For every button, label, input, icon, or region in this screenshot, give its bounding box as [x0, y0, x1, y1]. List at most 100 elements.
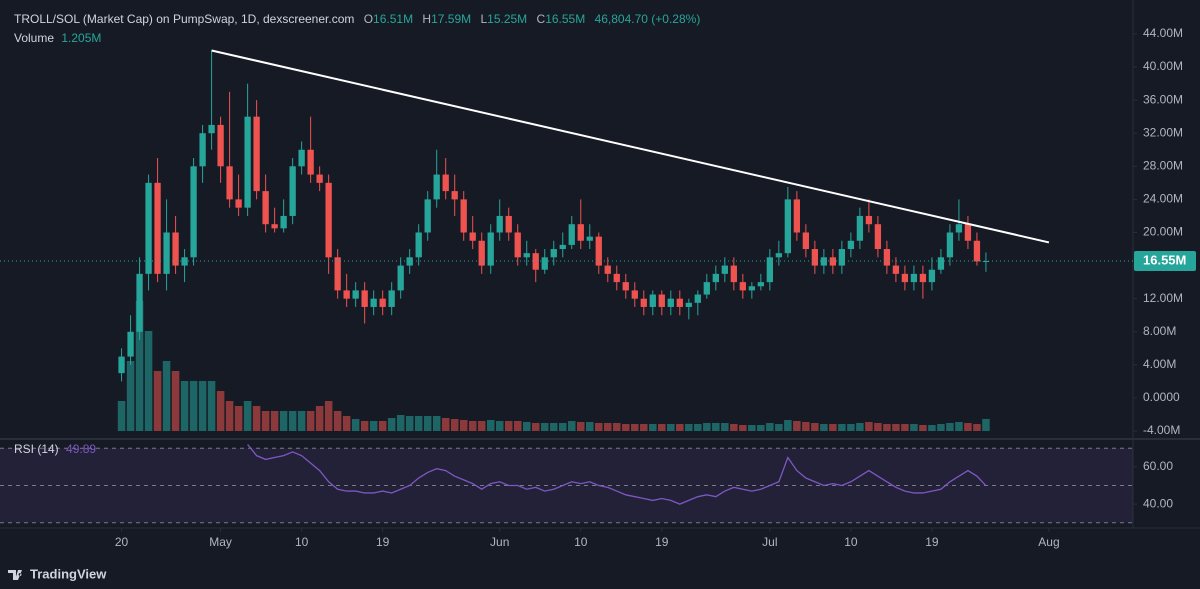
volume-bar: [333, 411, 342, 431]
candle-body: [244, 116, 251, 208]
volume-bar: [468, 421, 477, 431]
x-tick-label: 19: [925, 535, 939, 549]
candle-body: [559, 244, 566, 250]
x-tick-label: 20: [115, 535, 129, 549]
candle-body: [757, 282, 764, 287]
candle-body: [424, 199, 431, 233]
candle-body: [865, 215, 873, 225]
volume-bar: [712, 423, 720, 431]
candle-body: [307, 149, 314, 175]
candle-body: [775, 253, 782, 258]
volume-bar: [982, 418, 990, 431]
volume-bar: [531, 423, 540, 431]
candle-body: [235, 199, 242, 208]
volume-bar: [694, 424, 702, 431]
candle-body: [802, 232, 810, 250]
candle-body: [937, 257, 945, 270]
volume-bar: [351, 419, 360, 431]
y-tick-label: -4.00M: [1143, 423, 1180, 437]
candle-body: [721, 265, 728, 274]
volume-bar: [667, 424, 675, 431]
candle-body: [352, 290, 359, 299]
candle-body: [568, 224, 575, 245]
candle-body: [118, 356, 125, 374]
trendline: [211, 49, 1050, 244]
volume-bar: [126, 361, 135, 431]
volume-bar: [342, 416, 351, 431]
volume-bar: [243, 401, 252, 431]
ohlc-key: L: [480, 12, 488, 26]
y-tick-label: 44.00M: [1143, 26, 1183, 40]
candle-body: [343, 290, 350, 299]
ohlc-value: 16.51M: [373, 12, 414, 26]
candle-body: [874, 224, 882, 250]
volume-bar: [631, 424, 639, 431]
rsi-tick-label: 40.00: [1143, 496, 1173, 510]
candle-body: [793, 199, 801, 233]
candle-body: [487, 232, 494, 266]
candle-body: [442, 174, 449, 192]
candle-body: [325, 182, 332, 258]
volume-bar: [829, 424, 837, 431]
volume-bar: [658, 424, 666, 431]
volume-bar: [387, 418, 396, 431]
volume-bar: [928, 425, 936, 431]
candle-body: [199, 133, 206, 167]
candle-body: [208, 124, 215, 134]
x-tick-label: 10: [574, 535, 588, 549]
volume-bar: [558, 423, 567, 431]
volume-bar: [739, 425, 747, 431]
volume-bar: [802, 422, 810, 431]
candle-body: [730, 265, 737, 283]
volume-bar: [856, 423, 864, 431]
volume-bar: [153, 371, 162, 431]
footer-logo: TradingView: [8, 566, 107, 581]
volume-bar: [676, 424, 684, 431]
candle-body: [406, 257, 413, 266]
candle-body: [631, 290, 638, 299]
candle-body: [505, 215, 512, 233]
volume-bar: [441, 418, 450, 431]
candle-body: [316, 174, 323, 183]
y-tick-label: 36.00M: [1143, 92, 1183, 106]
volume-bar: [919, 425, 927, 431]
candle-body: [685, 302, 692, 307]
candle-body: [703, 282, 710, 295]
candle-body: [433, 174, 440, 200]
rsi-value: 49.89: [66, 442, 97, 456]
volume-bar: [540, 423, 549, 431]
y-tick-label: 8.00M: [1143, 324, 1176, 338]
ohlc-value: 15.25M: [487, 12, 528, 26]
rsi-line: [247, 444, 987, 505]
candle-body: [712, 273, 719, 283]
volume-bar: [450, 419, 459, 431]
candle-body: [379, 298, 386, 307]
volume-bar: [207, 381, 216, 431]
volume-bar: [613, 423, 621, 431]
volume-bar: [369, 421, 378, 431]
candle-body: [388, 290, 395, 307]
candle-body: [676, 298, 683, 307]
candle-body: [172, 232, 179, 266]
volume-bar: [775, 424, 783, 431]
candle-body: [397, 265, 404, 291]
volume-bar: [649, 424, 657, 431]
x-tick-label: 10: [295, 535, 309, 549]
volume-bar: [405, 416, 414, 431]
volume-bar: [522, 422, 531, 431]
volume-bar: [234, 406, 243, 431]
rsi-tick-label: 60.00: [1143, 459, 1173, 473]
volume-bar: [315, 406, 324, 431]
last-price-label: 16.55M: [1143, 252, 1186, 267]
candle-body: [127, 331, 134, 357]
candle-body: [541, 257, 548, 270]
candle-body: [613, 273, 620, 283]
candle-body: [586, 236, 593, 241]
candle-body: [847, 240, 855, 250]
volume-bar: [964, 423, 972, 431]
candle-body: [217, 124, 224, 167]
candle-body: [145, 182, 152, 274]
candle-body: [415, 232, 422, 258]
